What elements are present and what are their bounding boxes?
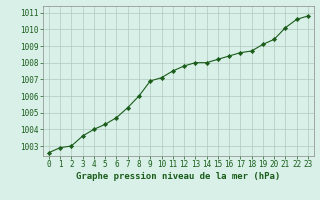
X-axis label: Graphe pression niveau de la mer (hPa): Graphe pression niveau de la mer (hPa) xyxy=(76,172,281,181)
